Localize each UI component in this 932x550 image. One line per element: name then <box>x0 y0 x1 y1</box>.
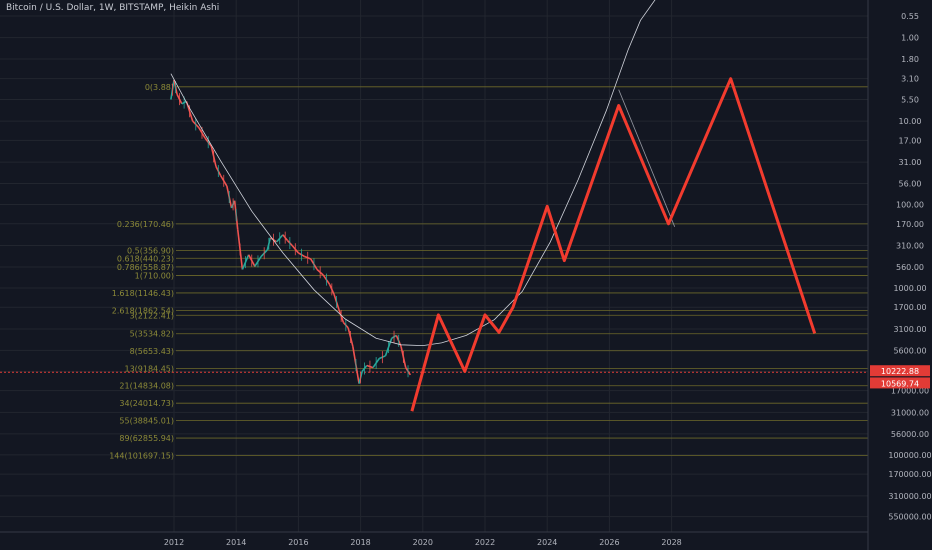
price-tag-box <box>870 365 930 377</box>
y-tick-label: 56.00 <box>899 180 922 189</box>
x-tick-label: 2018 <box>350 538 370 547</box>
y-tick-label: 100.00 <box>896 201 924 210</box>
y-tick-label: 550000.00 <box>888 513 931 522</box>
price-tag-label: 10222.88 <box>881 367 919 376</box>
x-tick-label: 2026 <box>599 538 619 547</box>
x-tick-label: 2020 <box>413 538 433 547</box>
chart-title: Bitcoin / U.S. Dollar, 1W, BITSTAMP, Hei… <box>6 3 220 13</box>
fib-level-label: 55(38845.01) <box>119 417 174 426</box>
y-tick-label: 3100.00 <box>893 325 926 334</box>
trend-line <box>618 89 676 227</box>
y-tick-label: 1.00 <box>901 34 919 43</box>
x-tick-label: 2016 <box>288 538 308 547</box>
x-axis-ticks: 2012 2014 2016 2018 2020 2022 2024 2026 2028 <box>164 538 682 547</box>
y-tick-label: 100000.00 <box>888 451 931 460</box>
fib-level-label: 34(24014.73) <box>119 399 174 408</box>
fib-level-label: 13(9184.45) <box>124 364 174 373</box>
y-axis-panel[interactable] <box>868 0 932 550</box>
y-tick-label: 31.00 <box>899 158 922 167</box>
x-tick-label: 2022 <box>475 538 495 547</box>
fibonacci-levels <box>176 86 868 456</box>
y-tick-label: 5.50 <box>901 95 919 104</box>
y-tick-label: 0.55 <box>901 12 919 21</box>
price-tag-label: 10569.74 <box>881 379 919 388</box>
parabolic-curve <box>170 0 656 347</box>
fib-level-label: 89(62855.94) <box>119 434 174 443</box>
y-tick-label: 310000.00 <box>888 492 931 501</box>
fib-level-label: 0(3.88) <box>145 83 174 92</box>
y-tick-label: 560.00 <box>896 263 924 272</box>
fib-level-label: 21(14834.08) <box>119 382 174 391</box>
y-tick-label: 17.00 <box>899 136 922 145</box>
y-tick-label: 1000.00 <box>893 284 926 293</box>
y-tick-label: 3.10 <box>901 75 919 84</box>
y-tick-label: 10.00 <box>899 117 922 126</box>
fib-level-label: 1(710.00) <box>135 272 174 281</box>
y-tick-label: 310.00 <box>896 242 924 251</box>
fib-level-label: 0.618(440.23) <box>117 254 174 263</box>
y-tick-label: 170000.00 <box>888 470 931 479</box>
fib-level-label: 8(5653.43) <box>130 347 174 356</box>
y-tick-label: 31000.00 <box>891 408 929 417</box>
vertical-gridlines <box>173 0 673 532</box>
fib-level-label: 0.236(170.46) <box>117 220 174 229</box>
price-tag-box <box>870 377 930 389</box>
fibonacci-level-labels: 0(3.88) 0.236(170.46) 0.5(356.90)0.618(440… <box>109 83 174 461</box>
y-tick-label: 17000.00 <box>891 387 929 396</box>
x-tick-label: 2012 <box>164 538 184 547</box>
fib-level-label: 144(101697.15) <box>109 451 174 460</box>
x-tick-label: 2024 <box>537 538 557 547</box>
fib-level-label: 1.618(1146.43) <box>112 289 174 298</box>
fib-level-label: 5(3534.82) <box>130 330 174 339</box>
y-tick-label: 1.80 <box>901 55 919 64</box>
projection-path <box>410 77 817 412</box>
fib-level-label: 2.618(1862.54) <box>112 307 174 316</box>
x-tick-label: 2028 <box>661 538 681 547</box>
price-series <box>170 79 412 384</box>
fib-level-label: 0.786(558.87) <box>117 263 174 272</box>
y-tick-label: 1700.00 <box>893 303 926 312</box>
fib-level-label: 3(2122.41) <box>130 311 174 320</box>
x-tick-label: 2014 <box>226 538 246 547</box>
y-tick-label: 56000.00 <box>891 430 929 439</box>
y-tick-label: 5600.00 <box>893 346 926 355</box>
fib-level-label: 0.5(356.90) <box>127 247 174 256</box>
y-tick-label: 170.00 <box>896 220 924 229</box>
price-tags: 10222.88 10569.74 <box>870 365 930 389</box>
